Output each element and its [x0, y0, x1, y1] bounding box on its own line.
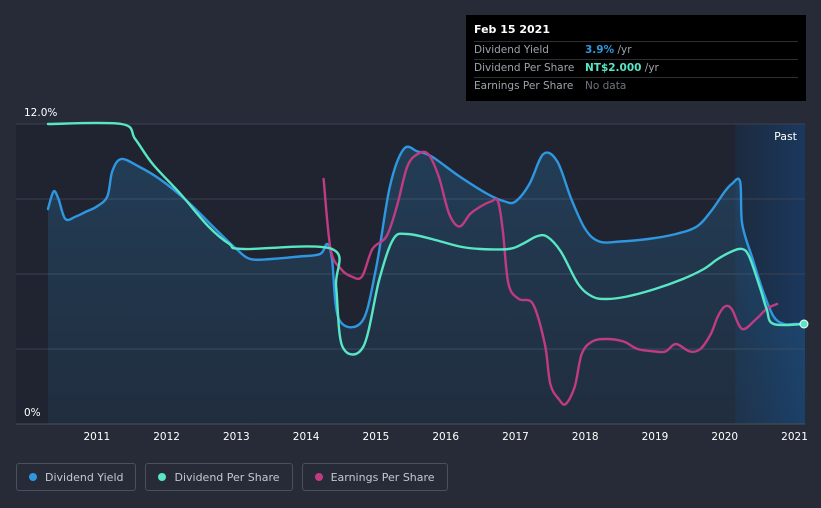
- x-tick-label: 2012: [153, 431, 180, 443]
- tooltip-label: Earnings Per Share: [474, 80, 574, 92]
- dividend-yield-line: [46, 145, 807, 329]
- past-label: Past: [774, 130, 798, 143]
- x-tick-label: 2017: [502, 431, 529, 443]
- tooltip-row-earnings-per-share: Earnings Per Share No data: [474, 77, 798, 95]
- tooltip-value: 3.9%: [585, 44, 615, 56]
- earnings-per-share-line: [322, 150, 779, 406]
- x-tick-label: 2020: [711, 431, 738, 443]
- legend: Dividend Yield Dividend Per Share Earnin…: [16, 463, 457, 491]
- tooltip-label: Dividend Per Share: [474, 62, 575, 74]
- tooltip-row-dividend-yield: Dividend Yield 3.9% /yr: [474, 41, 798, 59]
- legend-label: Earnings Per Share: [330, 470, 435, 484]
- legend-dividend-yield[interactable]: Dividend Yield: [16, 463, 137, 491]
- tooltip: Feb 15 2021 Dividend Yield 3.9% /yr Divi…: [466, 15, 806, 101]
- y-label-top: 12.0%: [24, 107, 57, 119]
- x-tick-label: 2013: [223, 431, 250, 443]
- tooltip-value: No data: [585, 80, 627, 92]
- x-tick-label: 2019: [642, 431, 669, 443]
- legend-dot-icon: [314, 473, 323, 481]
- dividend-per-share-line: [46, 121, 807, 356]
- y-label-bottom: 0%: [24, 407, 41, 419]
- x-tick-label: 2011: [83, 431, 110, 443]
- tooltip-date: Feb 15 2021: [474, 23, 550, 36]
- tooltip-value: NT$2.000: [585, 62, 642, 74]
- tooltip-row-dividend-per-share: Dividend Per Share NT$2.000 /yr: [474, 59, 798, 77]
- x-tick-label: 2021: [781, 431, 808, 443]
- legend-earnings-per-share[interactable]: Earnings Per Share: [301, 463, 448, 491]
- x-axis-ticks: 2011 2012 2013 2014 2015 2016 2017 2018 2019 2020…: [83, 431, 807, 443]
- dividend-yield-area: [48, 146, 805, 424]
- x-tick-label: 2018: [572, 431, 599, 443]
- legend-label: Dividend Yield: [45, 470, 124, 484]
- tooltip-unit: /yr: [641, 62, 659, 74]
- legend-label: Dividend Per Share: [174, 470, 280, 484]
- x-tick-label: 2015: [363, 431, 390, 443]
- x-tick-label: 2014: [293, 431, 320, 443]
- series-layer: [46, 121, 807, 424]
- tooltip-unit: /yr: [614, 44, 632, 56]
- x-tick-label: 2016: [432, 431, 459, 443]
- tooltip-label: Dividend Yield: [474, 44, 549, 56]
- legend-dot-icon: [158, 473, 167, 481]
- end-marker[interactable]: [799, 319, 809, 329]
- legend-dot-icon: [29, 473, 37, 481]
- legend-dividend-per-share[interactable]: Dividend Per Share: [145, 463, 293, 491]
